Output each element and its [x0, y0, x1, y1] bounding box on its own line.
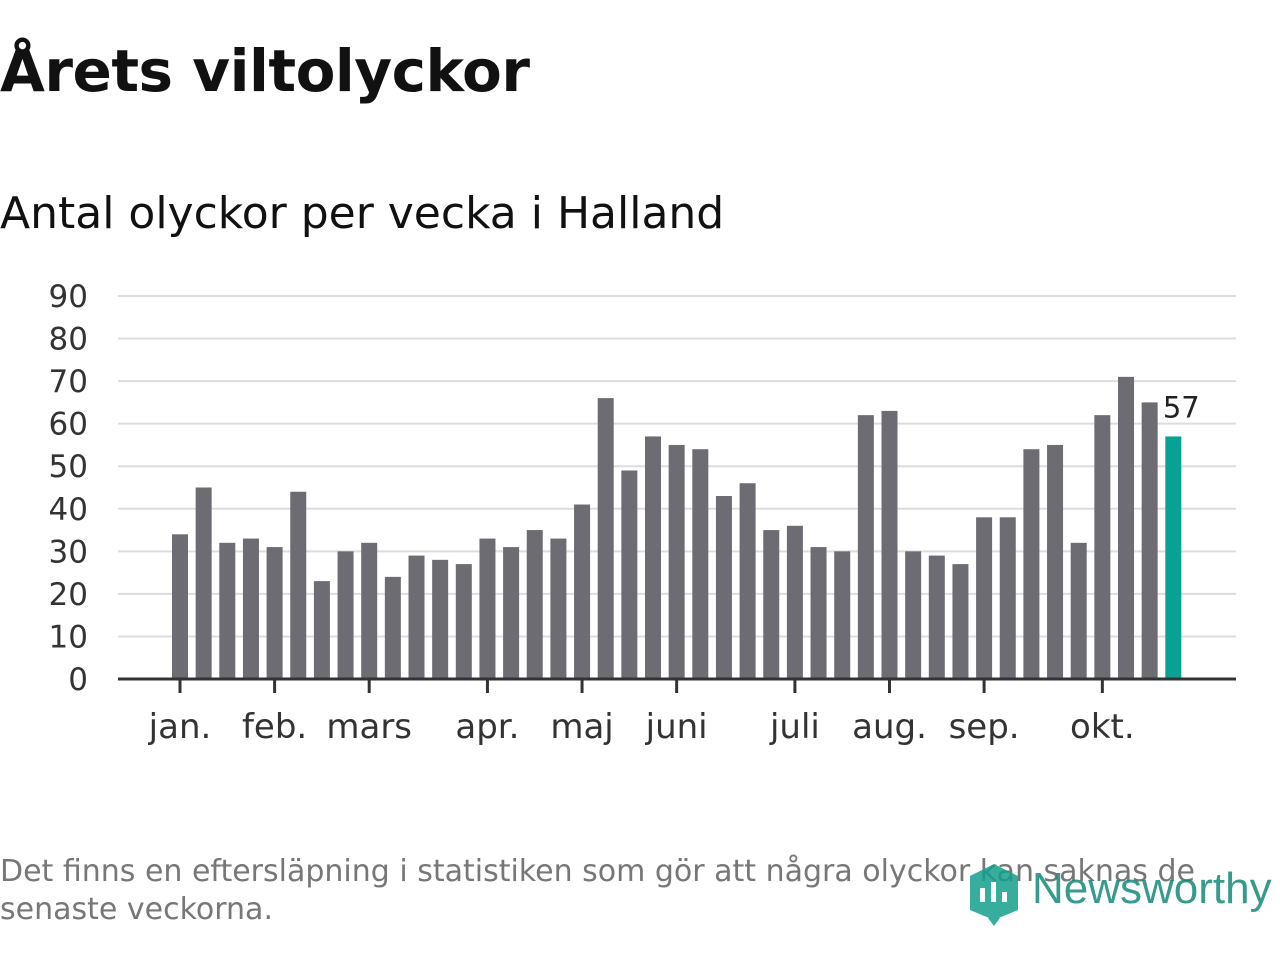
y-tick-label: 20: [49, 577, 88, 613]
x-tick-label: apr.: [455, 707, 519, 747]
y-tick-label: 40: [49, 492, 88, 528]
bar: [550, 538, 567, 679]
bar: [1023, 449, 1040, 679]
bar: [834, 551, 851, 679]
y-axis-ticks: 90 80 70 60 50 40 30 20 10 0: [49, 279, 88, 698]
bar: [645, 436, 661, 679]
y-tick-label: 80: [49, 322, 88, 358]
bar: [290, 491, 307, 679]
bar: [976, 517, 993, 679]
bar: [999, 517, 1016, 679]
y-tick-label: 70: [49, 364, 88, 400]
bar: [574, 504, 591, 679]
bar: [928, 555, 945, 679]
bar-chart: 90 80 70 60 50 40 30 20 10 0 57 jan. feb. mars apr. m…: [49, 279, 1236, 747]
y-tick-label: 60: [49, 407, 88, 443]
brand-name: Newsworthy: [1032, 864, 1272, 913]
bar: [597, 398, 614, 679]
bar: [172, 534, 188, 679]
bar: [337, 551, 354, 679]
bar: [1141, 402, 1158, 679]
x-tick-label: juli: [769, 707, 820, 747]
x-tick-label: jan.: [148, 707, 212, 747]
bar: [219, 542, 236, 679]
newsworthy-logo-icon: [970, 864, 1018, 926]
bar: [266, 547, 283, 679]
x-axis: [118, 677, 1236, 693]
x-tick-label: maj: [550, 707, 613, 747]
x-tick-label: feb.: [242, 707, 307, 747]
bar: [763, 530, 780, 679]
bar: [408, 555, 425, 679]
bar: [1094, 415, 1111, 679]
bar: [786, 525, 803, 679]
bar: [881, 410, 898, 679]
bar: [384, 576, 401, 679]
bar: [526, 530, 543, 679]
bars: 57: [172, 376, 1200, 679]
bar: [242, 538, 259, 679]
chart-subtitle: Antal olyckor per vecka i Halland: [0, 188, 725, 239]
bar: [1047, 444, 1064, 679]
bar: [952, 564, 969, 679]
x-tick-label: sep.: [949, 707, 1020, 747]
bar: [503, 547, 520, 679]
y-tick-label: 90: [49, 279, 88, 315]
bar: [739, 483, 756, 679]
highlighted-bar: [1165, 436, 1182, 679]
x-axis-labels: jan. feb. mars apr. maj juni juli aug. sep. okt.: [148, 707, 1135, 747]
y-tick-label: 0: [68, 662, 88, 698]
y-tick-label: 10: [49, 619, 88, 655]
bar: [479, 538, 496, 679]
bar: [692, 449, 709, 679]
x-tick-label: aug.: [852, 707, 927, 747]
bar: [455, 564, 472, 679]
x-tick-label: mars: [326, 707, 412, 747]
x-tick-label: okt.: [1070, 707, 1135, 747]
bar: [195, 487, 212, 679]
y-tick-label: 30: [49, 534, 88, 570]
bar: [361, 542, 378, 679]
chart-title: Årets viltolyckor: [0, 37, 530, 105]
bar: [1118, 376, 1134, 679]
x-tick-label: juni: [645, 707, 708, 747]
bar: [810, 547, 827, 679]
y-tick-label: 50: [49, 449, 88, 485]
bar: [621, 470, 638, 679]
bar: [1070, 542, 1087, 679]
bar: [313, 581, 330, 679]
bar: [432, 559, 449, 679]
newsworthy-logo: Newsworthy: [962, 858, 1280, 928]
data-label: 57: [1163, 390, 1200, 424]
bar: [857, 415, 874, 679]
bar: [905, 551, 922, 679]
bar: [668, 444, 685, 679]
bar: [715, 496, 732, 679]
